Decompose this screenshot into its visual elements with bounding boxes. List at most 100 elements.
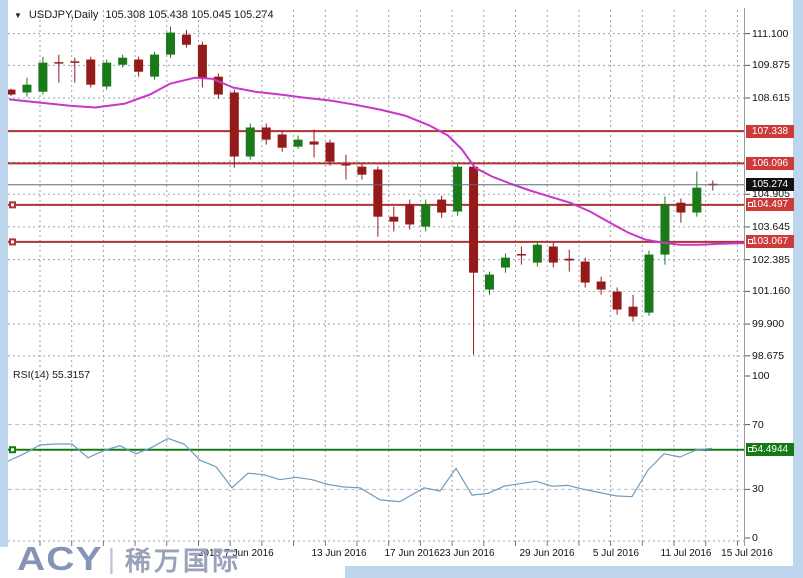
- rsi-axis-label: 70: [752, 418, 764, 431]
- candle: [86, 56, 96, 88]
- price-axis-label: 102.385: [752, 253, 790, 266]
- candle-body: [325, 142, 335, 162]
- candle-body: [564, 258, 574, 261]
- candle: [118, 54, 128, 68]
- moving-average-line: [9, 76, 745, 246]
- date-label: 13 Jun 2016: [311, 548, 367, 559]
- candle: [405, 199, 415, 230]
- date-label: 17 Jun 2016: [384, 548, 440, 559]
- candle-body: [373, 169, 383, 217]
- candle: [213, 73, 223, 99]
- candle: [134, 56, 144, 77]
- candle: [564, 249, 574, 272]
- candle: [596, 276, 606, 295]
- candle-body: [309, 141, 319, 145]
- candle: [580, 257, 590, 288]
- candle: [500, 253, 510, 273]
- candle: [644, 250, 654, 316]
- price-badge: 103.067: [746, 235, 794, 249]
- date-label: 7 Jun 2016: [224, 548, 274, 559]
- candle-body: [628, 306, 638, 317]
- logo-background-patch: [0, 547, 345, 578]
- candle: [612, 287, 622, 315]
- candle-body: [357, 166, 367, 175]
- candle-body: [596, 281, 606, 290]
- candle-body: [293, 139, 303, 147]
- candle-body: [181, 34, 191, 45]
- candle-body: [213, 76, 223, 95]
- candle: [660, 196, 670, 265]
- chart-title-ohlc: 105.308 105.438 105.045 105.274: [105, 9, 274, 21]
- candle-body: [166, 32, 175, 55]
- candle: [245, 123, 255, 160]
- candle-body: [676, 202, 686, 213]
- rsi-axis-label: 100: [752, 370, 770, 382]
- candle-body: [197, 44, 207, 78]
- date-label: 29 Jun 2016: [519, 548, 575, 559]
- candle-body: [150, 54, 160, 77]
- candle-body: [644, 254, 654, 313]
- price-axis-label: 98.675: [752, 349, 785, 362]
- date-label: 11 Jul 2016: [660, 548, 712, 559]
- symbol-dropdown-icon[interactable]: ▼: [14, 10, 22, 20]
- price-axis-label: 108.615: [752, 92, 790, 105]
- line-handle-center: [11, 448, 14, 452]
- candle: [628, 294, 638, 322]
- candle-body: [38, 62, 48, 92]
- badge-handle-dot[interactable]: [748, 447, 753, 453]
- candle-body: [405, 204, 415, 225]
- candle-body: [453, 166, 463, 212]
- candle: [485, 271, 494, 295]
- candle: [70, 57, 80, 83]
- candle-body: [70, 61, 80, 63]
- candle-body: [118, 57, 128, 65]
- chart-title: ▼ USDJPY,Daily 105.308 105.438 105.045 1…: [14, 9, 274, 21]
- candle: [261, 123, 271, 145]
- candle-body: [229, 92, 239, 157]
- candle: [357, 162, 367, 180]
- date-label: 2016: [197, 548, 221, 559]
- acy-logo-text: ACY: [17, 540, 103, 577]
- candle-body: [692, 187, 702, 213]
- candle: [341, 154, 351, 180]
- candle-body: [102, 62, 112, 87]
- candle-body: [54, 62, 64, 64]
- candle: [708, 180, 718, 191]
- candle: [102, 59, 112, 90]
- candle-body: [341, 164, 351, 166]
- candle-body: [245, 127, 255, 157]
- acy-logo-chinese: 稀万国际: [124, 546, 241, 577]
- candle: [181, 29, 191, 48]
- candle: [453, 162, 463, 216]
- candle-body: [580, 261, 590, 283]
- badge-handle-dot[interactable]: [748, 239, 753, 245]
- candle: [421, 199, 431, 232]
- date-label: 5 Jul 2016: [592, 548, 640, 559]
- candle-body: [134, 59, 144, 72]
- candle: [469, 163, 479, 355]
- candle-body: [437, 199, 447, 213]
- candle-body: [548, 246, 558, 263]
- candle: [277, 130, 287, 152]
- rsi-axis-label: 0: [752, 532, 758, 544]
- price-axis-label: 104.905: [752, 188, 790, 201]
- candle: [548, 242, 558, 268]
- rsi-level-badge: 54.4944: [746, 443, 794, 457]
- price-badge: 105.274: [746, 178, 794, 192]
- candle: [309, 129, 319, 158]
- price-axis-label: 103.645: [752, 220, 790, 233]
- logo-divider-icon: |: [107, 543, 115, 574]
- candle-body: [277, 134, 287, 148]
- candle: [166, 26, 175, 58]
- candle-body: [389, 216, 399, 222]
- candle: [692, 171, 702, 217]
- candle: [389, 206, 399, 232]
- price-badge: 104.497: [746, 198, 794, 212]
- price-badge: 106.096: [746, 156, 794, 170]
- candle: [373, 166, 383, 237]
- badge-handle-dot[interactable]: [748, 202, 753, 208]
- candle-body: [261, 127, 271, 140]
- candle-body: [500, 257, 510, 268]
- price-axis-label: 99.900: [752, 318, 785, 331]
